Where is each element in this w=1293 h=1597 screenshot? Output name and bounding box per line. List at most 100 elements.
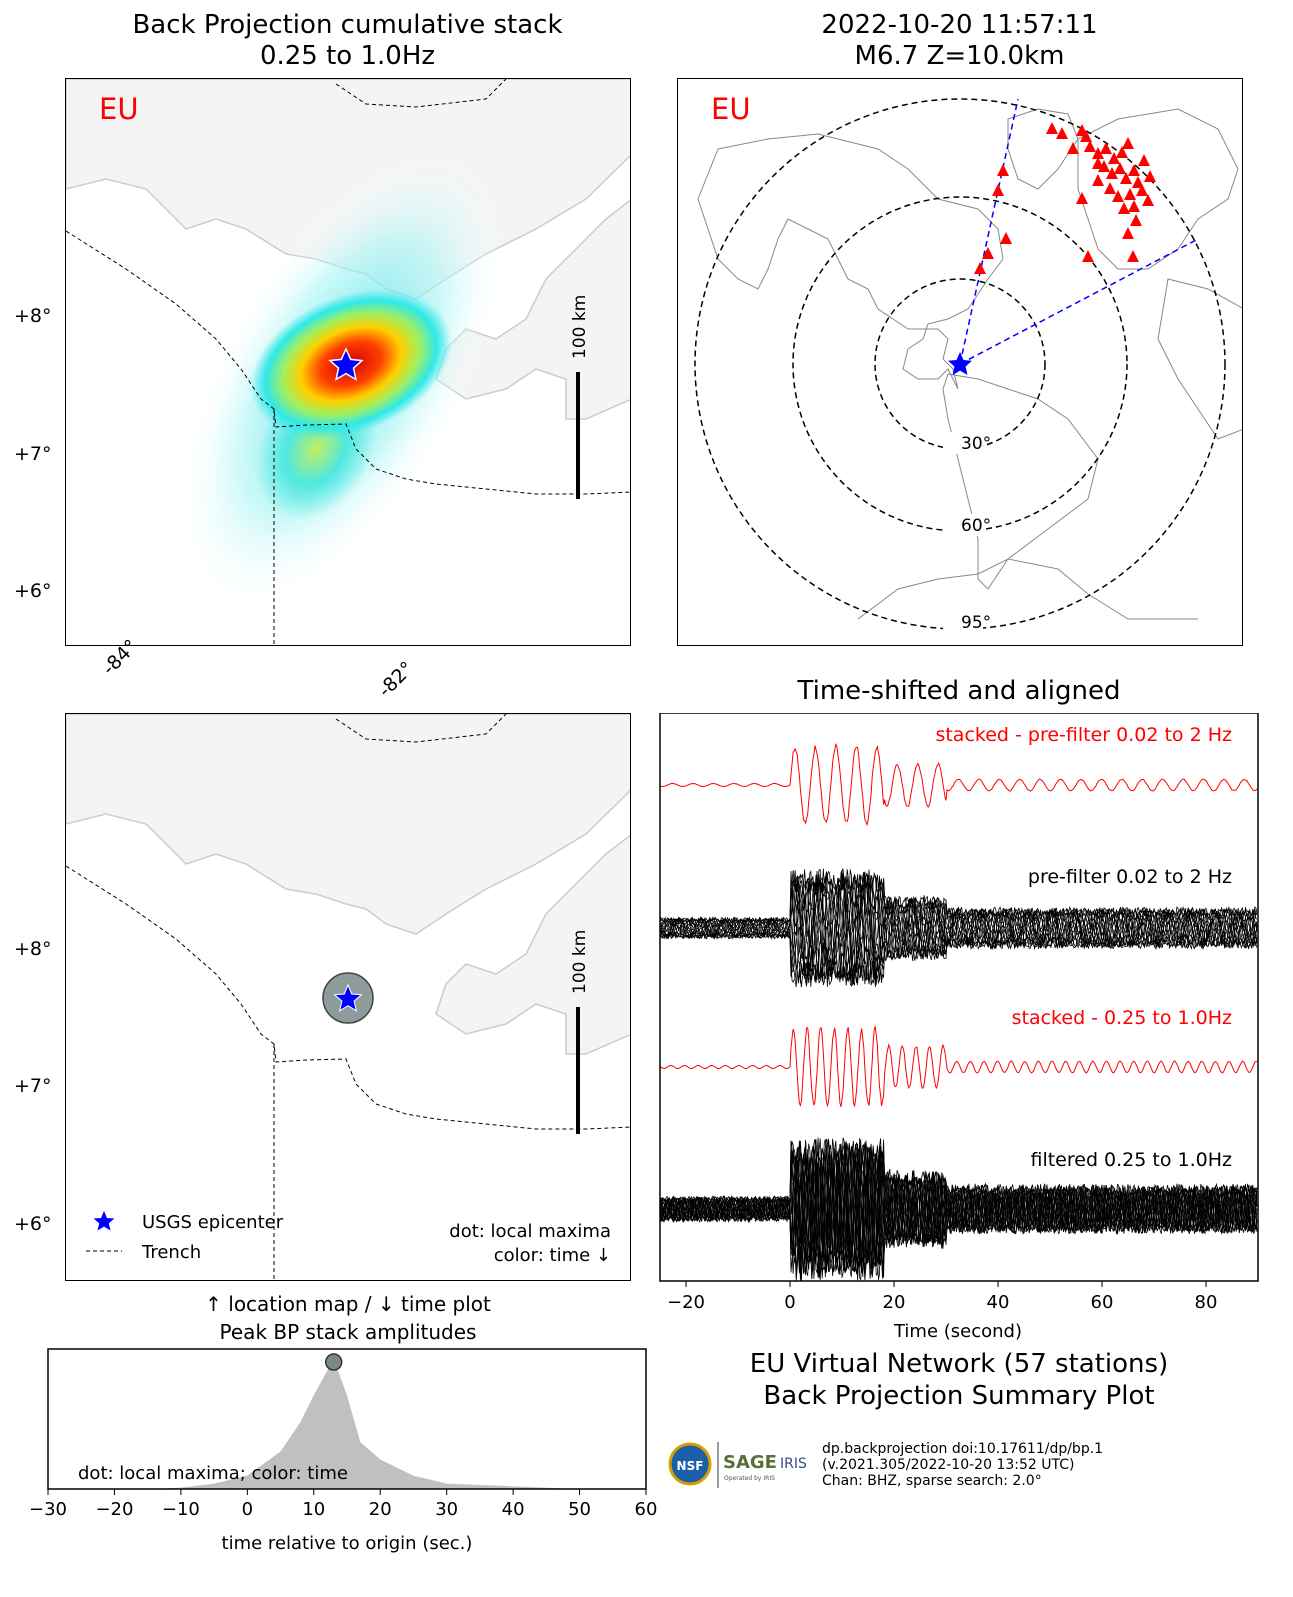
station-triangle [997, 164, 1009, 176]
trace-stacked-filtered [660, 1026, 1258, 1108]
waveforms-svg: stacked - pre-filter 0.02 to 2 Hz pre-fi… [659, 712, 1259, 1342]
station-triangle [982, 247, 994, 259]
location-map-svg: 100 km USGS epicenter Trench dot: local … [66, 714, 630, 1280]
trace-prefilter [660, 868, 1258, 987]
station-triangle [1116, 146, 1128, 158]
amp-x-tick-label: 0 [242, 1499, 253, 1520]
peak-maxima-dot [324, 1353, 343, 1371]
amp-plot-note: dot: local maxima; color: time [78, 1463, 348, 1484]
station-triangle [992, 184, 1004, 196]
label-pre: pre-filter 0.02 to 2 Hz [1028, 866, 1232, 888]
trench-line-north [335, 714, 507, 743]
station-triangle [1118, 202, 1130, 214]
trace-filtered [660, 1138, 1258, 1274]
scale-label: 100 km [570, 295, 590, 359]
amp-x-tick-label: 60 [635, 1499, 658, 1520]
amp-x-tick-label: 40 [502, 1499, 525, 1520]
station-map-title: 2022-10-20 11:57:11 M6.7 Z=10.0km [677, 10, 1242, 72]
station-triangle [1128, 200, 1140, 212]
amp-x-tick-label: −10 [162, 1499, 200, 1520]
station-triangle [1092, 147, 1104, 159]
epicenter-star-small [948, 352, 972, 375]
bp-lat-tick-1: +8° [14, 305, 52, 327]
amp-plot-frame [47, 1348, 647, 1490]
credit-line3: Chan: BHZ, sparse search: 2.0° [822, 1473, 1042, 1489]
label-stacked-filt: stacked - 0.25 to 1.0Hz [1012, 1007, 1232, 1029]
ring-label-95: 95° [961, 613, 991, 633]
bp-map-title-line2: 0.25 to 1.0Hz [259, 41, 436, 71]
trace-prefilter [660, 868, 1258, 985]
amp-plot-svg: dot: local maxima; color: time −30 −20 −10… [29, 1348, 658, 1554]
summary-title: EU Virtual Network (57 stations) Back Pr… [660, 1348, 1258, 1412]
scale-label: 100 km [570, 930, 590, 994]
bp-lat-tick-3: +6° [14, 580, 52, 602]
epicenter-star [333, 983, 363, 1012]
amp-plot: dot: local maxima; color: time −30 −20 −10… [20, 1345, 680, 1593]
station-triangle [1138, 154, 1150, 166]
legend-star-icon [93, 1211, 115, 1231]
station-triangle [1084, 140, 1096, 152]
waveforms-xlabel: Time (second) [893, 1321, 1022, 1342]
trace-filtered [660, 1137, 1258, 1278]
azimuth-line-2 [959, 238, 1199, 365]
station-triangle [1108, 152, 1120, 164]
bp-map-network-label: EU [99, 92, 139, 126]
credit-line1: dp.backprojection doi:10.17611/dp/bp.1 [822, 1441, 1104, 1457]
station-triangle [1136, 184, 1148, 196]
south-america-outline [942, 373, 1099, 590]
trace-stacked-prefilter [660, 743, 1258, 827]
station-triangle [1130, 214, 1142, 226]
loc-lat-tick-1: +8° [14, 938, 52, 960]
trace-prefilter [660, 869, 1258, 983]
bp-map-panel: 100 km EU [65, 78, 631, 646]
bp-lat-tick-2: +7° [14, 443, 52, 465]
station-triangle [1000, 232, 1012, 244]
trench-line [66, 865, 630, 1130]
amp-plot-title-line2: Peak BP stack amplitudes [219, 1320, 477, 1344]
bp-map-title: Back Projection cumulative stack 0.25 to… [65, 10, 630, 72]
wave-x-tick-label: 0 [784, 1292, 795, 1313]
amp-x-tick-label: −30 [29, 1499, 67, 1520]
azimuth-line-1 [959, 98, 1019, 365]
europe-outline [1077, 108, 1239, 270]
amp-plot-title: ↑ location map / ↓ time plot Peak BP sta… [48, 1290, 648, 1346]
station-map-panel: 30° 60° 95° EU [677, 78, 1243, 646]
credits: dp.backprojection doi:10.17611/dp/bp.1 (… [822, 1441, 1103, 1489]
logo-sub-text: Operated by IRIS [724, 1475, 775, 1482]
station-triangle [1144, 170, 1156, 182]
ring-label-30: 30° [961, 434, 991, 454]
station-map-network-label: EU [711, 92, 751, 126]
amp-plot-xlabel: time relative to origin (sec.) [222, 1533, 473, 1554]
station-triangle [1092, 157, 1104, 169]
station-triangle [1112, 190, 1124, 202]
station-triangle [1082, 250, 1094, 262]
peak-amplitude-area [48, 1359, 646, 1489]
logos-svg: NSF SAGE IRIS Operated by IRIS [668, 1442, 807, 1488]
iris-logo-text: IRIS [780, 1456, 807, 1472]
credit-line2: (v.2021.305/2022-10-20 13:52 UTC) [822, 1457, 1075, 1473]
bp-map-svg: 100 km EU [66, 79, 630, 645]
wave-x-tick-label: 80 [1195, 1292, 1218, 1313]
station-triangle [1056, 127, 1068, 139]
trace-prefilter [660, 874, 1258, 986]
land-mass [66, 714, 630, 935]
amp-x-tick-label: 10 [302, 1499, 325, 1520]
waveforms-frame [659, 712, 1259, 1282]
land-east [435, 834, 630, 1055]
trace-prefilter [660, 872, 1258, 982]
amp-x-tick-label: 30 [435, 1499, 458, 1520]
nsf-logo-text: NSF [677, 1459, 704, 1473]
trench-line [66, 230, 630, 495]
station-triangle [1092, 174, 1104, 186]
station-triangle [1142, 194, 1154, 206]
location-map-panel: 100 km USGS epicenter Trench dot: local … [65, 713, 631, 1281]
epicenter-star [328, 347, 364, 381]
loc-lat-tick-2: +7° [14, 1075, 52, 1097]
station-triangle [1132, 176, 1144, 188]
trace-prefilter [660, 870, 1258, 984]
ring-label-60: 60° [961, 516, 991, 536]
location-note-line2: color: time ↓ [494, 1245, 611, 1266]
wave-x-tick-label: 60 [1091, 1292, 1114, 1313]
station-triangle [1104, 182, 1116, 194]
legend-epicenter-label: USGS epicenter [142, 1212, 284, 1233]
